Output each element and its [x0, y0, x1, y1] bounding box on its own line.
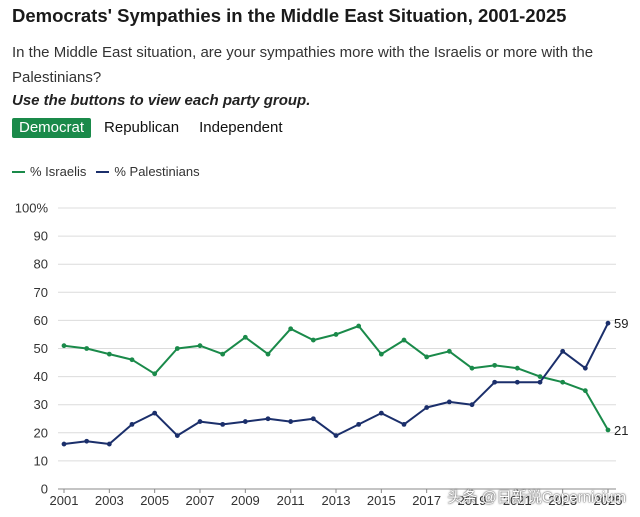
chart-title: Democrats' Sympathies in the Middle East…	[12, 5, 567, 26]
data-point-palestinians	[129, 421, 135, 427]
end-value-label-israelis: 21	[614, 423, 628, 438]
legend-swatch-israelis	[12, 170, 25, 173]
data-point-israelis	[356, 323, 362, 329]
watermark-text: 头条 @日新说Copernicium	[447, 489, 626, 506]
y-tick-label: 100%	[15, 201, 49, 216]
legend-item-palestinians[interactable]: % Palestinians	[96, 164, 200, 179]
data-point-palestinians	[582, 365, 588, 371]
data-point-israelis	[605, 427, 611, 433]
data-point-palestinians	[106, 441, 112, 447]
data-point-israelis	[537, 374, 543, 379]
data-point-palestinians	[560, 348, 566, 354]
instruction-text: Use the buttons to view each party group…	[12, 92, 311, 109]
chart-subtitle: In the Middle East situation, are your s…	[12, 44, 594, 86]
data-point-israelis	[174, 346, 180, 351]
legend-label-israelis: % Israelis	[30, 164, 87, 179]
data-point-israelis	[492, 362, 498, 368]
data-point-israelis	[197, 343, 203, 349]
data-point-israelis	[220, 351, 226, 357]
data-point-israelis	[106, 351, 112, 357]
data-point-israelis	[424, 354, 430, 360]
chart-legend: % Israelis % Palestinians	[12, 164, 200, 179]
y-tick-label: 50	[34, 341, 48, 356]
data-point-palestinians	[446, 399, 452, 405]
y-tick-label: 30	[34, 397, 48, 412]
x-tick-label: 2023	[548, 493, 577, 508]
data-point-israelis	[265, 351, 271, 357]
x-tick-label: 2003	[95, 493, 124, 508]
data-point-palestinians	[492, 379, 498, 385]
data-point-palestinians	[84, 438, 90, 444]
data-point-israelis	[152, 371, 158, 377]
y-tick-label: 40	[34, 369, 48, 384]
data-point-palestinians	[152, 410, 158, 416]
data-point-israelis	[288, 326, 294, 332]
tab-independent[interactable]: Independent	[199, 119, 283, 136]
data-point-israelis	[242, 334, 248, 340]
legend-label-palestinians: % Palestinians	[114, 164, 200, 179]
data-point-palestinians	[288, 419, 294, 424]
data-point-palestinians	[469, 402, 475, 408]
data-point-palestinians	[424, 405, 430, 410]
data-point-palestinians	[537, 379, 543, 385]
data-point-israelis	[560, 379, 566, 385]
data-point-palestinians	[514, 379, 520, 385]
legend-item-israelis[interactable]: % Israelis	[12, 164, 86, 179]
x-tick-label: 2001	[50, 493, 79, 508]
data-point-israelis	[129, 357, 135, 363]
x-tick-label: 2025	[594, 493, 623, 508]
data-point-palestinians	[605, 320, 611, 326]
data-point-palestinians	[61, 441, 67, 447]
data-point-palestinians	[401, 421, 407, 427]
x-tick-label: 2009	[231, 493, 260, 508]
legend-swatch-palestinians	[96, 170, 110, 173]
data-point-israelis	[333, 332, 339, 337]
data-point-palestinians	[356, 421, 362, 427]
x-tick-label: 2005	[140, 493, 169, 508]
x-tick-label: 2017	[412, 493, 441, 508]
x-tick-label: 2013	[322, 493, 351, 508]
series-line-palestinians	[63, 322, 609, 445]
y-tick-label: 10	[34, 453, 48, 468]
y-tick-label: 80	[34, 257, 48, 272]
series-line-israelis	[63, 325, 609, 431]
party-tabs: Democrat Republican Independent	[12, 118, 290, 138]
y-tick-label: 70	[34, 285, 48, 300]
x-tick-label: 2019	[458, 493, 487, 508]
data-point-palestinians	[242, 419, 248, 424]
y-tick-label: 20	[34, 425, 48, 440]
data-point-palestinians	[265, 416, 271, 422]
data-point-israelis	[84, 346, 90, 351]
data-point-israelis	[582, 388, 588, 394]
tab-republican[interactable]: Republican	[104, 119, 180, 136]
data-point-israelis	[61, 343, 67, 349]
y-tick-label: 60	[34, 313, 48, 328]
data-point-israelis	[469, 365, 475, 371]
data-point-palestinians	[220, 421, 226, 427]
data-point-israelis	[514, 365, 520, 371]
data-point-palestinians	[310, 416, 316, 422]
data-point-israelis	[446, 348, 452, 354]
data-point-palestinians	[378, 410, 384, 416]
data-point-palestinians	[197, 419, 203, 424]
tab-democrat[interactable]: Democrat	[12, 118, 92, 138]
x-tick-label: 2007	[186, 493, 215, 508]
y-tick-label: 0	[41, 482, 48, 497]
x-tick-label: 2011	[277, 493, 305, 508]
data-point-israelis	[310, 337, 316, 343]
y-tick-label: 90	[34, 229, 48, 244]
data-point-israelis	[401, 337, 407, 343]
data-point-palestinians	[174, 433, 180, 439]
end-value-label-palestinians: 59	[614, 316, 628, 331]
x-tick-label: 2021	[503, 493, 532, 508]
x-tick-label: 2015	[367, 493, 396, 508]
data-point-israelis	[378, 351, 384, 357]
data-point-palestinians	[333, 433, 339, 439]
